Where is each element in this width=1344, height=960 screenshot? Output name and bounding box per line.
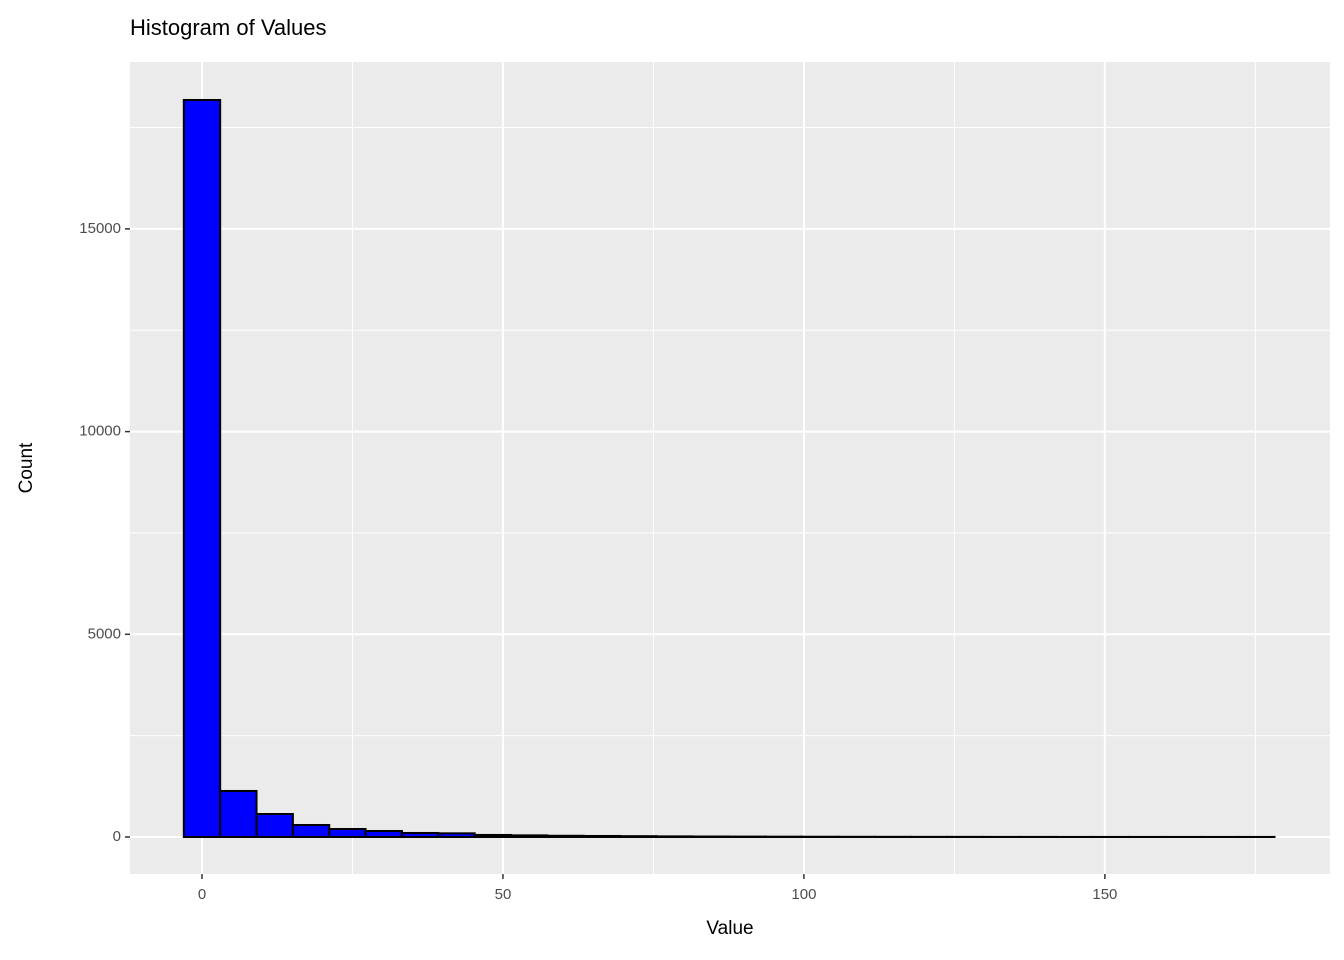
bar [219,789,258,838]
chart-title: Histogram of Values [130,15,326,40]
bar [328,828,367,838]
y-tick-label: 0 [113,828,121,845]
bar [437,832,476,838]
bar [655,835,694,838]
bar [546,834,585,838]
y-tick-label: 15000 [79,220,121,237]
y-axis-title: Count [16,442,37,493]
bar [510,834,549,838]
bar [582,834,622,838]
bar [182,98,222,838]
bar [473,833,513,838]
x-tick-label: 150 [1092,886,1117,903]
x-axis-title: Value [706,918,753,939]
y-tick-label: 10000 [79,423,121,440]
bar [619,835,658,838]
x-tick-label: 0 [198,886,206,903]
panel [130,62,1330,874]
bar [255,813,294,838]
bar [364,829,403,838]
bar [400,831,440,838]
x-tick-label: 100 [791,886,816,903]
bar [291,823,331,838]
x-tick-label: 50 [495,886,512,903]
y-tick-label: 5000 [88,625,121,642]
